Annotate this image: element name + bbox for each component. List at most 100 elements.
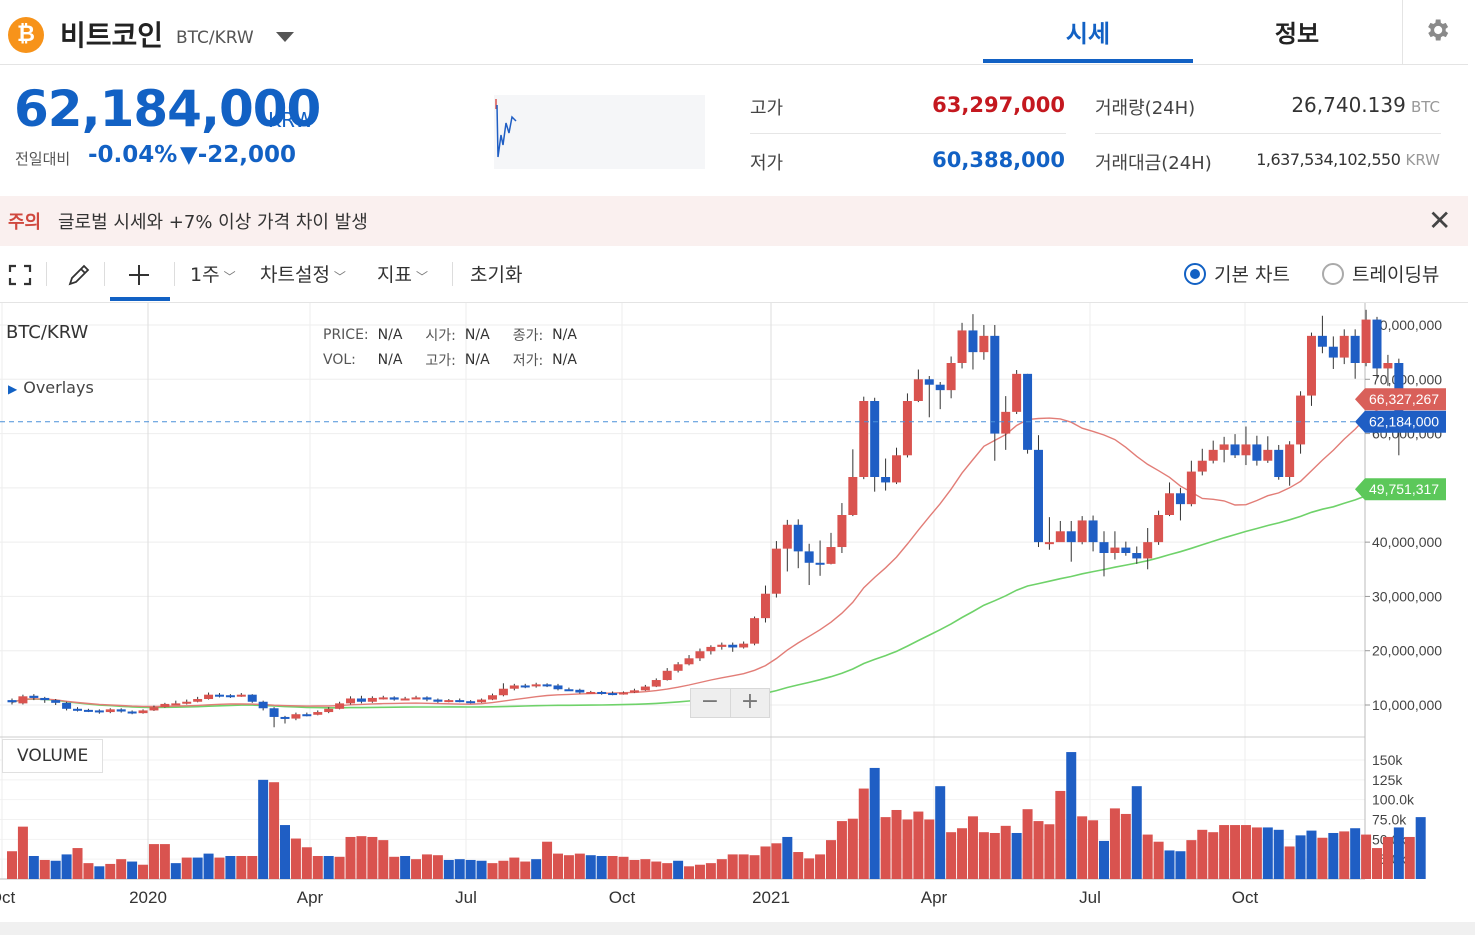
triangle-right-icon: ▶ [8, 382, 18, 396]
candle-body [564, 689, 574, 692]
current-price: 62,184,000 [14, 80, 321, 138]
volume-bar [498, 860, 509, 879]
indicators-button[interactable]: 지표 ﹀ [377, 260, 428, 287]
candle-body [182, 701, 192, 704]
zoom-out-button[interactable]: − [700, 689, 720, 714]
chart-settings-button[interactable]: 차트설정 ﹀ [260, 260, 346, 287]
legend-vol-value: N/A [377, 351, 403, 368]
bottom-scrollbar[interactable] [0, 922, 1475, 935]
candle-body [1186, 471, 1196, 505]
volume-bar [978, 832, 989, 879]
volume-bar [858, 788, 869, 879]
volume-bar [1088, 820, 1099, 879]
candle-body [73, 708, 83, 711]
bitcoin-logo-icon: ₿ [8, 17, 44, 53]
moving-average-long-line [11, 488, 1399, 709]
volume-bar [1372, 848, 1382, 879]
volume-bar [553, 853, 563, 879]
volume-bar [1131, 786, 1142, 879]
tradingview-label[interactable]: 트레이딩뷰 [1352, 264, 1440, 286]
price-unit: KRW [268, 108, 314, 132]
volume-bar [1284, 846, 1295, 879]
period-select[interactable]: 1주 ﹀ [190, 260, 236, 287]
chevron-down-icon: ﹀ [415, 270, 428, 284]
candle-body [793, 524, 803, 552]
volume-bar [50, 860, 61, 879]
candle-body [1099, 542, 1109, 553]
crosshair-icon[interactable] [126, 262, 152, 288]
volume-bar [913, 811, 924, 879]
volume-bar [443, 859, 454, 879]
candle-body [7, 700, 17, 703]
volume-bar [891, 809, 902, 879]
candle-body [1383, 363, 1393, 369]
volume-bar [585, 855, 596, 879]
volume-bar [1230, 825, 1241, 879]
candle-body [771, 548, 781, 594]
time-tick-label: Oct [0, 888, 15, 907]
indicators-label: 지표 [377, 264, 412, 286]
volume-bar [738, 854, 749, 879]
candle-body [138, 710, 148, 714]
volume-bar [946, 832, 957, 879]
candle-body [619, 692, 629, 695]
candle-body [979, 335, 989, 353]
coin-pair: BTC/KRW [176, 28, 254, 48]
volume-bar [1000, 825, 1011, 879]
overlays-toggle[interactable]: ▶ Overlays [8, 378, 94, 397]
time-tick-label: 2021 [752, 888, 790, 907]
volume-bar [1011, 832, 1022, 879]
volume-bar [7, 851, 17, 879]
volume-bar [1055, 790, 1066, 879]
volume-bar [673, 860, 684, 879]
active-tab-indicator [983, 59, 1193, 63]
candle-body [356, 698, 366, 702]
candle-body [1143, 542, 1153, 559]
header: ₿ 비트코인 BTC/KRW 시세 정보 [0, 0, 1468, 65]
volume-bar [378, 840, 389, 879]
candle-body [804, 551, 814, 563]
candle-body [214, 694, 224, 697]
chart-toolbar: 1주 ﹀ 차트설정 ﹀ 지표 ﹀ 초기화 기본 차트 트레이딩뷰 [0, 246, 1468, 303]
volume-bar [1197, 829, 1208, 879]
amount-value-group: 1,637,534,102,550 KRW [1200, 150, 1440, 169]
volume-bar [203, 853, 214, 879]
price-chart[interactable]: 80,000,00070,000,00060,000,00050,000,000… [0, 303, 1468, 922]
volume-bar [1382, 836, 1393, 879]
basic-chart-label[interactable]: 기본 차트 [1214, 264, 1290, 286]
candle-body [1012, 373, 1022, 412]
coin-dropdown-icon[interactable] [276, 32, 294, 42]
close-icon[interactable]: ✕ [1428, 204, 1452, 237]
candle-body [1219, 444, 1229, 450]
radio-tradingview[interactable] [1322, 263, 1344, 285]
gear-icon[interactable] [1423, 16, 1451, 44]
volume-bar [345, 836, 356, 879]
legend-open-value: N/A [464, 326, 490, 343]
volume-bar [1240, 825, 1251, 879]
tab-price[interactable]: 시세 [1065, 20, 1111, 48]
fullscreen-icon[interactable] [8, 264, 32, 286]
volume-bar [225, 855, 236, 879]
reset-button[interactable]: 초기화 [470, 264, 523, 286]
low-label: 저가 [750, 153, 784, 174]
volume-bar [760, 846, 771, 879]
volume-bar [804, 858, 815, 879]
candle-body [902, 401, 912, 456]
candle-body [520, 685, 530, 688]
time-tick-label: Jul [455, 888, 477, 907]
time-tick-label: Apr [921, 888, 948, 907]
volume-bar [815, 854, 826, 879]
candle-body [1339, 335, 1349, 358]
tab-info[interactable]: 정보 [1274, 20, 1320, 48]
candle-body [204, 694, 214, 700]
radio-basic-chart[interactable] [1184, 263, 1206, 285]
pencil-icon[interactable] [66, 262, 92, 288]
chart-settings-label: 차트설정 [260, 264, 330, 286]
ohlc-legend: PRICE: N/A 시가: N/A 종가: N/A VOL: N/A 고가: … [322, 322, 577, 372]
volume-bar [869, 767, 880, 879]
candle-body [1175, 493, 1185, 505]
volume-bar [826, 840, 836, 879]
volume-bar [1361, 834, 1372, 879]
zoom-in-button[interactable]: + [730, 689, 769, 717]
volume-bar [421, 854, 432, 879]
